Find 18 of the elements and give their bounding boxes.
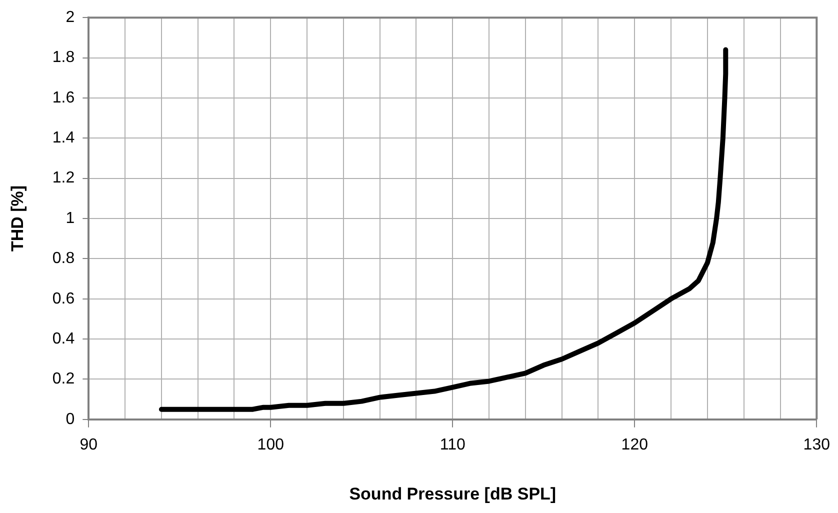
y-tick-label: 1.4 bbox=[52, 130, 75, 147]
y-tick-label: 1 bbox=[66, 210, 75, 227]
x-axis-title: Sound Pressure [dB SPL] bbox=[349, 484, 556, 504]
y-tick-label: 1.8 bbox=[52, 49, 75, 66]
y-tick-label: 0.4 bbox=[52, 330, 75, 348]
y-tick-label: 0.8 bbox=[52, 250, 75, 268]
x-tick-label: 130 bbox=[803, 436, 830, 454]
y-tick-label: 1.2 bbox=[52, 170, 75, 187]
x-tick-label: 110 bbox=[440, 436, 466, 454]
y-tick-label: 2 bbox=[66, 9, 75, 26]
x-tick-label: 120 bbox=[621, 436, 648, 454]
x-tick-label: 90 bbox=[80, 436, 98, 454]
y-tick-label: 0.6 bbox=[52, 290, 75, 308]
y-axis-title: THD [%] bbox=[8, 185, 27, 252]
y-tick-label: 1.6 bbox=[52, 89, 75, 106]
x-tick-label: 100 bbox=[257, 436, 284, 454]
y-tick-label: 0 bbox=[66, 410, 75, 428]
y-tick-label: 0.2 bbox=[52, 370, 75, 388]
